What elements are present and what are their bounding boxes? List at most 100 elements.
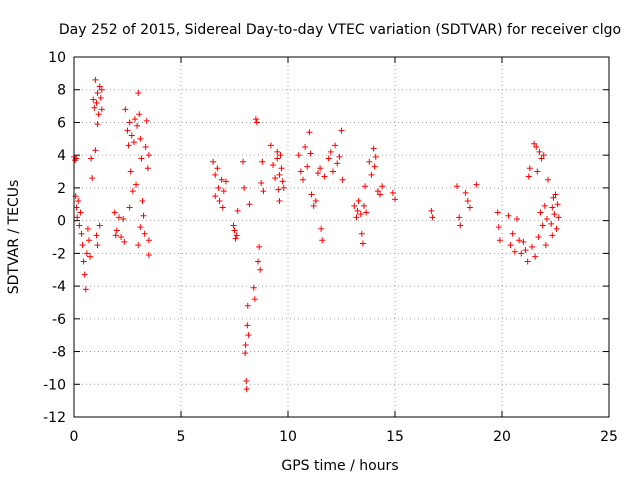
data-point — [91, 104, 98, 111]
y-tick-label: -12 — [43, 410, 66, 426]
data-point — [494, 209, 501, 216]
data-point — [336, 153, 343, 160]
data-point — [259, 158, 266, 165]
data-point — [75, 198, 82, 204]
data-point — [81, 271, 88, 278]
data-point — [304, 163, 311, 170]
data-point — [539, 222, 546, 229]
data-point — [127, 168, 134, 175]
data-point — [295, 152, 302, 159]
data-point — [306, 129, 313, 136]
data-point — [124, 127, 131, 134]
data-point — [535, 234, 542, 240]
data-point — [144, 165, 151, 172]
data-point — [276, 198, 283, 204]
data-point — [218, 176, 225, 183]
data-point — [212, 171, 219, 178]
data-point — [83, 250, 90, 257]
data-point — [113, 227, 120, 234]
data-point — [98, 106, 105, 113]
data-point — [95, 111, 102, 118]
data-point — [360, 202, 367, 209]
data-point — [276, 171, 283, 178]
data-point — [533, 144, 540, 150]
data-point — [542, 242, 549, 249]
data-point — [543, 216, 550, 222]
data-point — [526, 165, 533, 172]
data-point — [84, 225, 91, 232]
data-point — [279, 178, 286, 185]
data-point — [129, 188, 136, 195]
data-point — [549, 204, 556, 211]
data-point — [495, 224, 502, 231]
data-point — [121, 238, 128, 245]
data-point — [319, 237, 326, 244]
data-point — [516, 237, 523, 244]
data-point — [222, 178, 229, 185]
data-point — [338, 127, 345, 134]
data-point — [522, 247, 529, 254]
data-point — [548, 220, 555, 227]
data-point — [325, 155, 332, 162]
data-point — [252, 116, 259, 123]
data-point — [358, 230, 365, 237]
data-point — [531, 140, 538, 147]
data-point — [339, 176, 346, 183]
y-tick-label: 2 — [57, 181, 66, 197]
data-point — [464, 198, 471, 204]
data-point — [130, 139, 137, 146]
x-tick-label: 0 — [70, 429, 79, 445]
data-point — [118, 234, 125, 240]
y-tick-label: -8 — [52, 345, 66, 361]
data-point — [94, 121, 101, 128]
data-point — [528, 243, 535, 250]
data-point — [308, 191, 315, 198]
data-point — [88, 155, 95, 162]
data-point — [275, 186, 282, 193]
data-point — [321, 173, 328, 180]
x-tick-label: 15 — [386, 429, 404, 445]
data-point — [317, 165, 324, 172]
data-point — [74, 214, 81, 221]
data-point — [538, 155, 545, 162]
data-point — [143, 117, 150, 124]
data-point — [372, 153, 379, 160]
x-tick-label: 25 — [600, 429, 618, 445]
data-point — [392, 196, 398, 203]
data-point — [142, 144, 149, 150]
y-tick-label: -10 — [43, 377, 66, 393]
data-point — [253, 119, 260, 126]
y-tick-label: 6 — [57, 115, 66, 131]
data-point — [537, 209, 544, 216]
data-point — [215, 184, 222, 191]
data-point — [553, 225, 560, 232]
data-point — [244, 322, 251, 329]
data-point — [357, 211, 364, 218]
data-point — [270, 162, 277, 168]
data-point — [242, 342, 249, 348]
data-point — [137, 135, 144, 142]
data-point — [122, 106, 129, 113]
data-point — [318, 225, 325, 232]
data-point — [97, 94, 104, 101]
data-point — [138, 155, 145, 162]
data-point — [251, 296, 258, 303]
data-point — [246, 201, 253, 208]
data-point — [135, 90, 142, 96]
data-point — [126, 119, 133, 126]
data-points — [71, 76, 562, 393]
data-point — [93, 232, 100, 239]
data-point — [145, 237, 152, 244]
data-point — [140, 212, 147, 219]
data-point — [307, 150, 314, 157]
data-point — [297, 168, 304, 175]
data-point — [552, 191, 559, 198]
data-point — [82, 286, 89, 293]
data-point — [509, 230, 516, 237]
x-axis-label: GPS time / hours — [281, 458, 398, 474]
data-point — [278, 165, 285, 172]
data-point — [353, 214, 360, 221]
data-point — [363, 209, 370, 216]
data-point — [136, 111, 143, 118]
data-point — [145, 152, 152, 159]
